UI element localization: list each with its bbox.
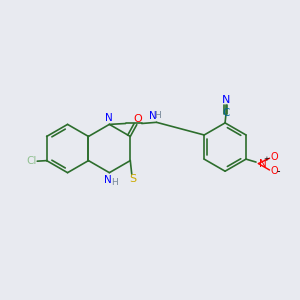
Text: N: N [149, 111, 157, 121]
Text: N: N [104, 175, 112, 185]
Text: S: S [129, 174, 136, 184]
Text: O: O [133, 114, 142, 124]
Text: N: N [222, 95, 231, 105]
Text: O: O [270, 166, 278, 176]
Text: C: C [223, 108, 230, 118]
Text: H: H [154, 111, 161, 120]
Text: -: - [277, 166, 280, 176]
Text: N: N [259, 158, 266, 169]
Text: H: H [111, 178, 118, 187]
Text: +: + [263, 156, 269, 162]
Text: N: N [106, 113, 113, 123]
Text: Cl: Cl [26, 156, 37, 166]
Text: O: O [270, 152, 278, 162]
